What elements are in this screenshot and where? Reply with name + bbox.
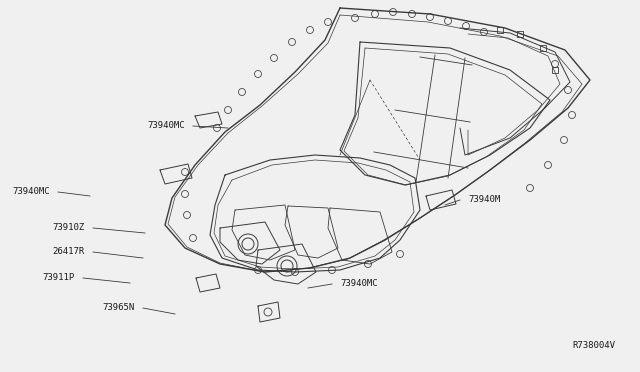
- Text: 73965N: 73965N: [103, 304, 135, 312]
- Text: R738004V: R738004V: [572, 341, 615, 350]
- Text: 73911P: 73911P: [43, 273, 75, 282]
- Bar: [517, 31, 523, 37]
- Bar: [540, 45, 546, 51]
- Text: 73940MC: 73940MC: [340, 279, 378, 289]
- Text: 73940MC: 73940MC: [147, 122, 185, 131]
- Text: 73910Z: 73910Z: [52, 224, 85, 232]
- Text: 26417R: 26417R: [52, 247, 85, 257]
- Bar: [497, 27, 503, 33]
- Text: 73940MC: 73940MC: [12, 187, 50, 196]
- Text: 73940M: 73940M: [468, 196, 500, 205]
- Bar: [552, 67, 558, 73]
